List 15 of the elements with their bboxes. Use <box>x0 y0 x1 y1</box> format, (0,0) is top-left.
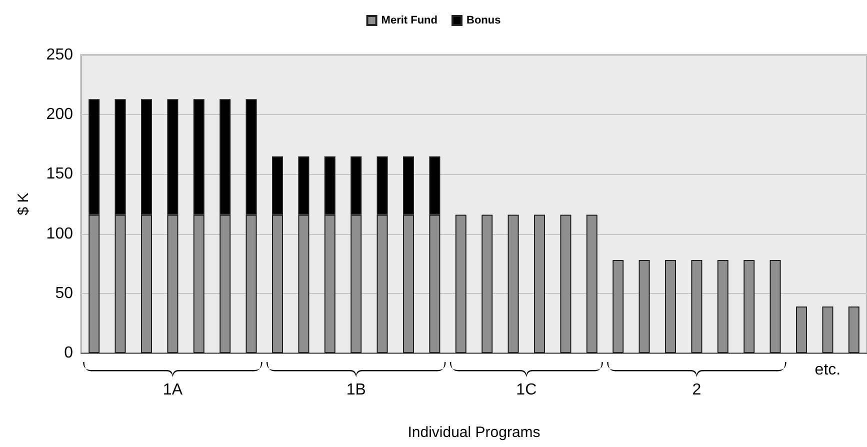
y-tick-label: 100 <box>46 225 74 242</box>
text: 1B <box>346 382 366 398</box>
text: 1C <box>516 382 537 398</box>
text: etc. <box>814 362 841 378</box>
legend-label: Merit Fund <box>381 14 438 26</box>
text: 2 <box>692 382 702 398</box>
y-tick-label: 0 <box>64 344 74 362</box>
text: 1A <box>162 382 183 398</box>
y-tick-label: 200 <box>46 106 74 124</box>
y-tick-label: 150 <box>46 166 74 183</box>
legend-label: Bonus <box>466 14 501 26</box>
y-tick-label: 250 <box>46 46 74 64</box>
y-axis-title: $ K <box>15 192 32 216</box>
x-axis-title: Individual Programs <box>408 424 540 441</box>
y-tick-label: 50 <box>55 284 74 302</box>
